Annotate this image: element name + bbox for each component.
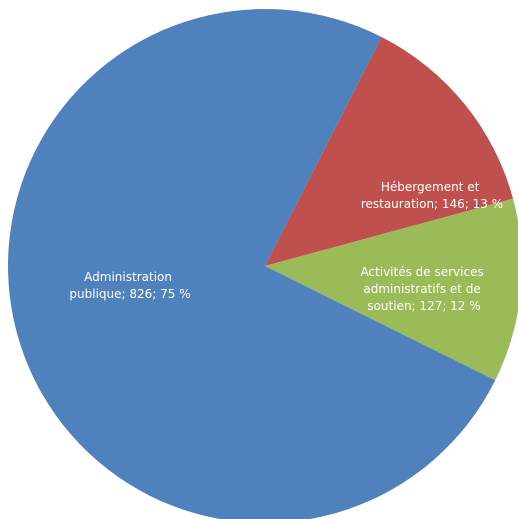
slice-label-administration-publique-line-2: publique; 826; 75 % [69, 287, 190, 301]
pie-slices [8, 9, 518, 519]
pie-slice-services-administratifs [265, 198, 518, 381]
slice-label-administration-publique: Administration publique; 826; 75 % [69, 270, 190, 301]
slice-label-services-administratifs-line-3: soutien; 127; 12 % [367, 299, 480, 313]
pie-slice-administration-publique [8, 9, 496, 519]
slice-label-hebergement-restauration-line-2: restauration; 146; 13 % [361, 197, 503, 211]
slice-label-services-administratifs: Activités de services administratifs et … [360, 265, 487, 313]
slice-label-hebergement-restauration: Hébergement et restauration; 146; 13 % [361, 180, 503, 211]
pie-slice-hebergement-restauration [265, 36, 514, 267]
slice-label-services-administratifs-line-1: Activités de services [360, 265, 483, 279]
slice-label-services-administratifs-line-2: administratifs et de [363, 282, 480, 296]
slice-label-administration-publique-line-1: Administration [84, 270, 172, 284]
slice-label-hebergement-restauration-line-1: Hébergement et [381, 180, 480, 194]
